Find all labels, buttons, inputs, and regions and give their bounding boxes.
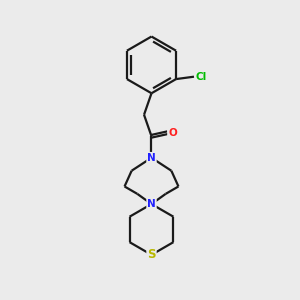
Text: S: S	[147, 248, 156, 261]
Text: O: O	[168, 128, 177, 138]
Text: N: N	[147, 199, 156, 209]
Text: Cl: Cl	[196, 72, 207, 82]
Text: N: N	[147, 153, 156, 163]
